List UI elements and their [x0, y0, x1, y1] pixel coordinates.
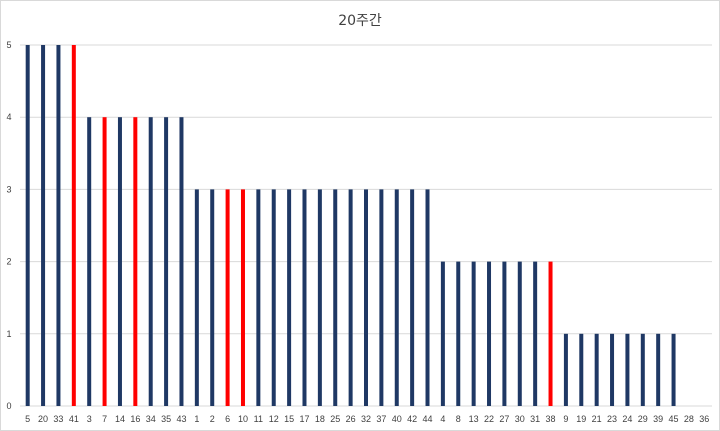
bars	[25, 45, 676, 406]
bar-37	[379, 189, 384, 406]
chart-title: 20주간	[338, 13, 382, 29]
x-tick-label: 40	[392, 414, 402, 424]
bar-3	[87, 117, 92, 406]
bar-30	[517, 261, 522, 406]
y-tick-label: 3	[6, 184, 11, 194]
bar-5	[25, 45, 30, 406]
bar-43	[179, 117, 184, 406]
bar-21	[594, 333, 599, 406]
bar-14	[117, 117, 122, 406]
x-tick-label: 11	[254, 414, 263, 424]
x-tick-label: 2	[210, 414, 215, 424]
y-tick-label: 1	[6, 329, 11, 339]
x-tick-label: 9	[563, 414, 568, 424]
bar-35	[164, 117, 169, 406]
x-tick-label: 22	[484, 414, 494, 424]
bar-20	[41, 45, 46, 406]
x-tick-label: 45	[669, 414, 679, 424]
x-tick-label: 6	[225, 414, 230, 424]
bar-7	[102, 117, 107, 406]
x-tick-label: 34	[146, 414, 156, 424]
x-tick-label: 12	[269, 414, 279, 424]
x-tick-label: 1	[194, 414, 199, 424]
bar-10	[240, 189, 245, 406]
bar-31	[533, 261, 538, 406]
bar-29	[640, 333, 645, 406]
x-tick-label: 17	[299, 414, 309, 424]
x-tick-label: 41	[69, 414, 79, 424]
x-tick-label: 38	[546, 414, 556, 424]
x-tick-label: 24	[622, 414, 632, 424]
y-axis-ticks: 0 1 2 3 4 5	[6, 40, 11, 411]
bar-42	[410, 189, 415, 406]
x-tick-label: 39	[653, 414, 663, 424]
bar-19	[579, 333, 584, 406]
bar-25	[333, 189, 338, 406]
x-tick-label: 43	[176, 414, 186, 424]
x-tick-label: 4	[440, 414, 445, 424]
bar-11	[256, 189, 261, 406]
bar-22	[487, 261, 492, 406]
x-tick-label: 25	[330, 414, 340, 424]
bar-1	[194, 189, 199, 406]
x-tick-label: 10	[238, 414, 248, 424]
x-tick-label: 14	[115, 414, 125, 424]
y-tick-label: 4	[6, 112, 11, 122]
y-tick-label: 0	[6, 401, 11, 411]
x-tick-label: 36	[699, 414, 709, 424]
x-tick-label: 28	[684, 414, 694, 424]
x-axis-ticks: 5 20 33 41 3 7 14 16 34 35 43 1 2 6 10 11 12 15 17 18 25 26 32…	[25, 414, 709, 424]
x-tick-label: 13	[469, 414, 479, 424]
bar-4	[440, 261, 445, 406]
bar-6	[225, 189, 230, 406]
x-tick-label: 42	[407, 414, 417, 424]
y-tick-label: 2	[6, 257, 11, 267]
x-tick-label: 32	[361, 414, 371, 424]
x-tick-label: 23	[607, 414, 617, 424]
bar-44	[425, 189, 430, 406]
x-tick-label: 31	[530, 414, 540, 424]
x-tick-label: 15	[284, 414, 294, 424]
x-tick-label: 18	[315, 414, 325, 424]
bar-15	[287, 189, 292, 406]
bar-26	[348, 189, 353, 406]
bar-17	[302, 189, 307, 406]
bar-33	[56, 45, 61, 406]
bar-40	[394, 189, 399, 406]
x-tick-label: 21	[592, 414, 602, 424]
bar-23	[610, 333, 615, 406]
x-tick-label: 7	[102, 414, 107, 424]
bar-9	[563, 333, 568, 406]
bar-12	[271, 189, 276, 406]
x-tick-label: 44	[423, 414, 433, 424]
x-tick-label: 33	[53, 414, 63, 424]
bar-34	[148, 117, 153, 406]
x-tick-label: 26	[346, 414, 356, 424]
x-tick-label: 20	[38, 414, 48, 424]
x-tick-label: 27	[499, 414, 509, 424]
y-tick-label: 5	[6, 40, 11, 50]
bar-2	[210, 189, 215, 406]
bar-39	[656, 333, 661, 406]
x-tick-label: 16	[130, 414, 140, 424]
x-tick-label: 35	[161, 414, 171, 424]
x-tick-label: 8	[456, 414, 461, 424]
bar-24	[625, 333, 630, 406]
x-tick-label: 19	[576, 414, 586, 424]
bar-27	[502, 261, 507, 406]
bar-32	[364, 189, 368, 406]
x-tick-label: 3	[87, 414, 92, 424]
x-tick-label: 5	[25, 414, 30, 424]
x-tick-label: 37	[376, 414, 386, 424]
bar-18	[317, 189, 322, 406]
bar-38	[548, 261, 553, 406]
bar-8	[456, 261, 461, 406]
bar-45	[671, 333, 676, 406]
bar-41	[71, 45, 76, 406]
bar-16	[133, 117, 138, 406]
bar-13	[471, 261, 476, 406]
x-tick-label: 29	[638, 414, 648, 424]
x-tick-label: 30	[515, 414, 525, 424]
